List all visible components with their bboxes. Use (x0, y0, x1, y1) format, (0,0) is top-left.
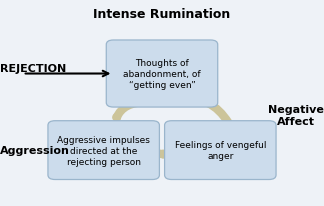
Text: Aggression: Aggression (0, 145, 70, 155)
Text: Intense Rumination: Intense Rumination (93, 8, 231, 21)
FancyArrowPatch shape (183, 100, 229, 123)
FancyBboxPatch shape (106, 41, 218, 108)
FancyBboxPatch shape (48, 121, 159, 180)
Text: REJECTION: REJECTION (0, 64, 66, 74)
FancyArrowPatch shape (155, 153, 164, 155)
Text: Negative
Affect: Negative Affect (268, 105, 324, 126)
Text: Aggressive impulses
directed at the
rejecting person: Aggressive impulses directed at the reje… (57, 135, 150, 166)
Text: Feelings of vengeful
anger: Feelings of vengeful anger (175, 140, 266, 160)
FancyArrowPatch shape (116, 103, 146, 118)
Text: Thoughts of
abandonment, of
“getting even”: Thoughts of abandonment, of “getting eve… (123, 59, 201, 90)
FancyBboxPatch shape (165, 121, 276, 180)
